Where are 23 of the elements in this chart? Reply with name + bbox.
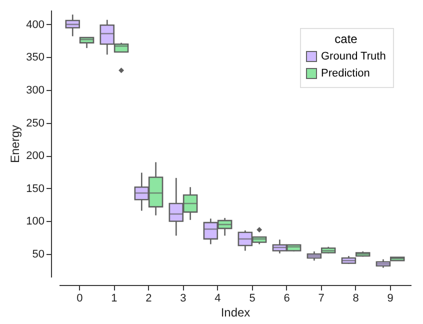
- y-tick-label: 100: [26, 216, 44, 228]
- x-tick-label: 6: [284, 292, 290, 304]
- x-tick-label: 8: [352, 292, 359, 304]
- y-tick-label: 50: [32, 248, 44, 261]
- legend-label: Ground Truth: [321, 50, 386, 62]
- x-axis-title: Index: [220, 306, 250, 320]
- x-tick-label: 1: [111, 292, 118, 304]
- x-tick-label: 5: [249, 292, 256, 304]
- y-tick-label: 350: [26, 52, 44, 64]
- y-tick-label: 150: [26, 182, 44, 195]
- y-axis-title: Energy: [8, 124, 22, 164]
- y-tick-label: 400: [26, 18, 44, 31]
- y-tick-label: 250: [26, 117, 44, 130]
- x-tick-label: 2: [146, 292, 152, 304]
- x-tick-label: 7: [318, 292, 324, 304]
- x-tick-label: 4: [214, 292, 221, 304]
- x-tick-label: 9: [387, 292, 394, 304]
- y-tick-label: 300: [26, 84, 44, 97]
- x-tick-label: 0: [76, 292, 83, 304]
- legend-label: Prediction: [321, 68, 370, 80]
- x-tick-label: 3: [180, 292, 186, 304]
- y-tick-label: 200: [26, 150, 44, 162]
- legend-title: cate: [334, 32, 358, 46]
